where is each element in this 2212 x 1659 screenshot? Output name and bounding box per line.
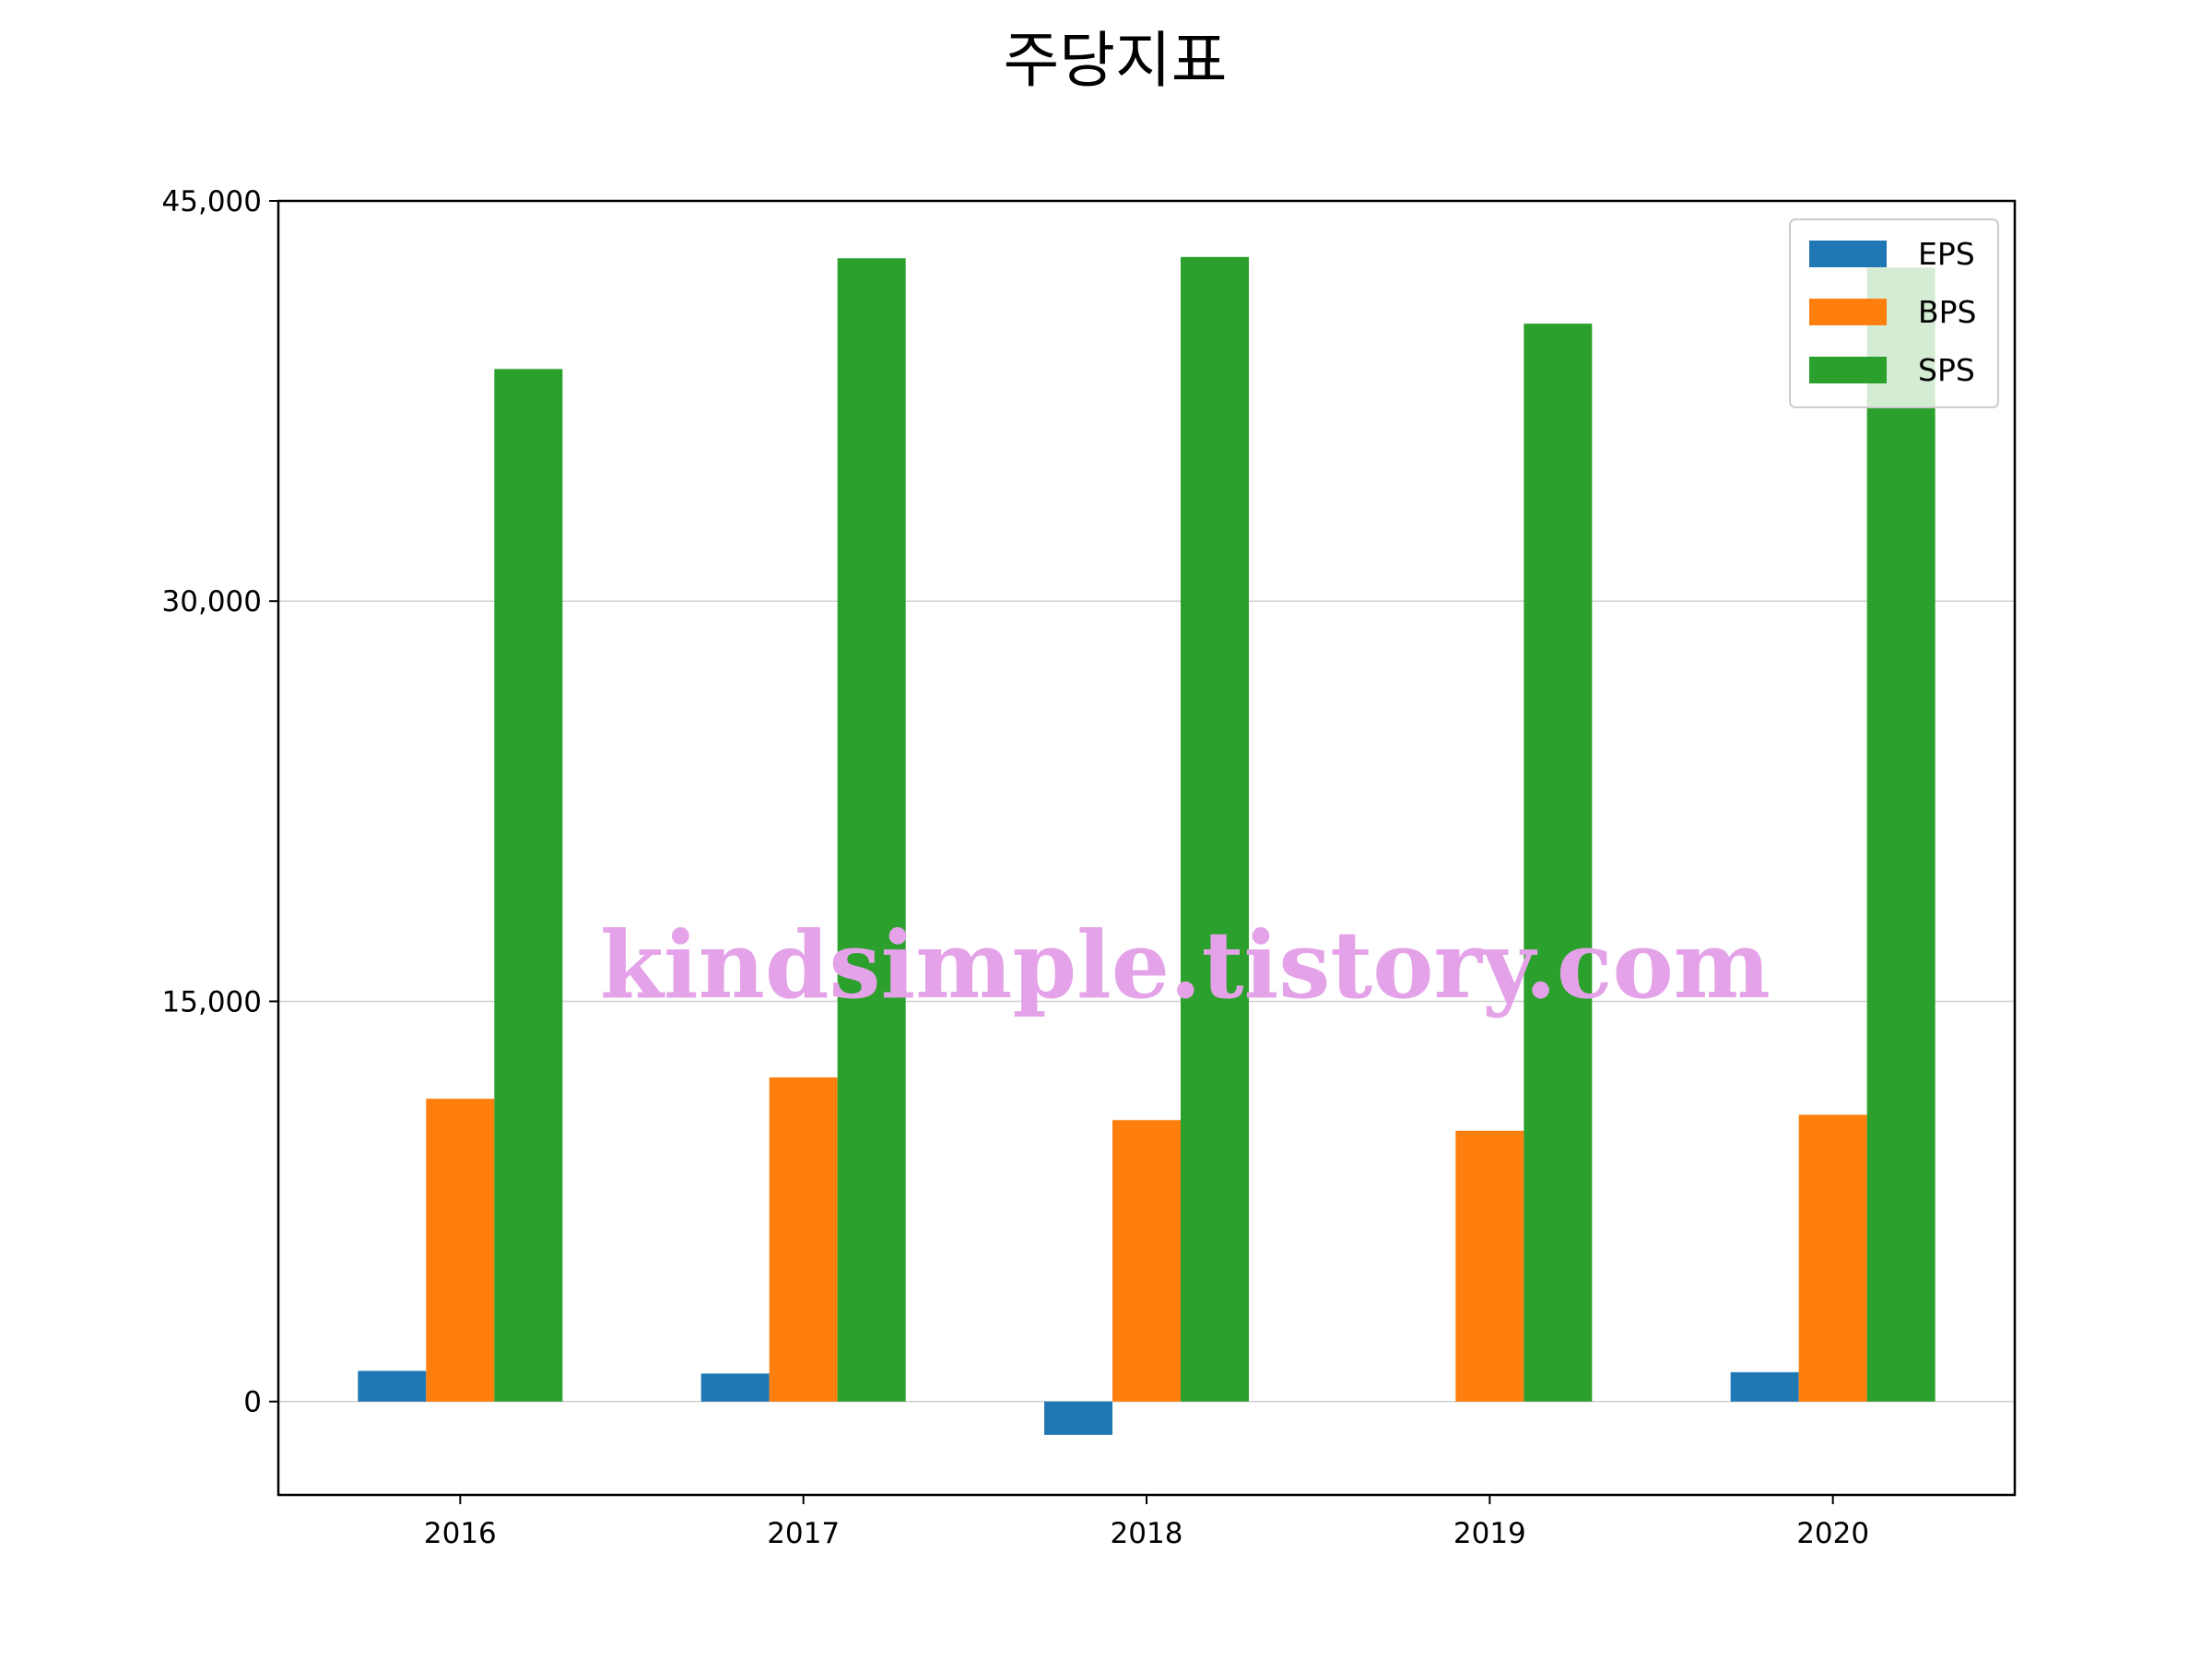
bar-eps-2018 bbox=[1044, 1401, 1112, 1435]
bar-sps-2019 bbox=[1524, 324, 1593, 1402]
bar-bps-2019 bbox=[1455, 1130, 1524, 1402]
legend-swatch-bps bbox=[1809, 299, 1887, 325]
bar-bps-2017 bbox=[769, 1077, 838, 1402]
bar-bps-2016 bbox=[426, 1099, 495, 1402]
bar-sps-2018 bbox=[1181, 256, 1249, 1402]
legend-label-sps: SPS bbox=[1918, 352, 1975, 388]
legend-swatch-sps bbox=[1809, 357, 1887, 383]
x-tick-label: 2016 bbox=[424, 1517, 497, 1550]
bar-eps-2020 bbox=[1730, 1371, 1799, 1402]
y-tick-label: 45,000 bbox=[162, 185, 262, 218]
x-tick-label: 2020 bbox=[1796, 1517, 1869, 1550]
bar-bps-2020 bbox=[1798, 1114, 1867, 1402]
bar-sps-2016 bbox=[494, 369, 563, 1402]
watermark-text: kindsimple.tistory.com bbox=[600, 911, 1771, 1019]
bar-bps-2018 bbox=[1112, 1120, 1181, 1402]
chart-title: 주당지표 bbox=[1004, 25, 1228, 96]
legend-swatch-eps bbox=[1809, 241, 1887, 267]
bar-eps-2017 bbox=[700, 1373, 770, 1402]
bars bbox=[358, 256, 1936, 1435]
x-tick-label: 2019 bbox=[1453, 1517, 1526, 1550]
bar-eps-2016 bbox=[358, 1371, 427, 1402]
y-tick-label: 0 bbox=[243, 1386, 262, 1419]
y-axis: 0 15,000 30,000 45,000 bbox=[162, 185, 278, 1419]
legend: EPS BPS SPS bbox=[1789, 218, 1999, 408]
x-tick-label: 2018 bbox=[1111, 1517, 1183, 1550]
y-tick-label: 30,000 bbox=[162, 585, 262, 618]
y-tick-label: 15,000 bbox=[162, 985, 262, 1018]
x-axis: 2016 2017 2018 2019 2020 bbox=[424, 1495, 1869, 1550]
legend-label-bps: BPS bbox=[1918, 294, 1977, 330]
bar-sps-2020 bbox=[1866, 267, 1936, 1402]
x-tick-label: 2017 bbox=[767, 1517, 840, 1550]
bar-sps-2017 bbox=[837, 258, 906, 1402]
legend-label-eps: EPS bbox=[1918, 236, 1975, 272]
